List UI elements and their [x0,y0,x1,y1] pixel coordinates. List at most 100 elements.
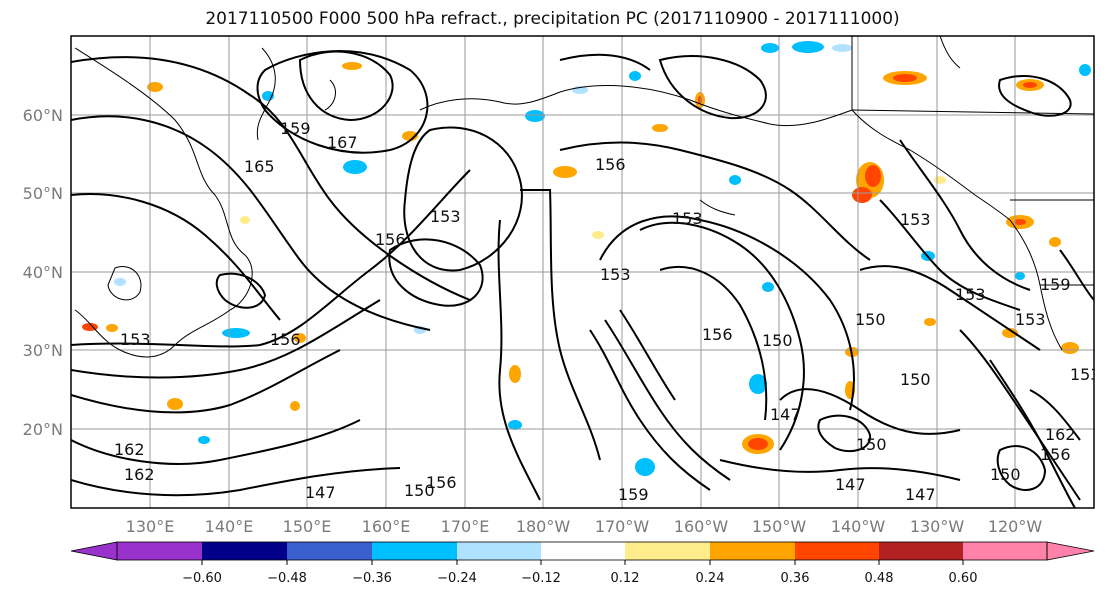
contour-label: 147 [770,405,801,424]
shade-patch [865,165,881,187]
graticule [71,36,1094,508]
contour-line [559,53,651,71]
coastline [74,309,231,358]
colorbar-bin [372,542,457,560]
contour-line [719,459,961,481]
colorbar-bin [963,542,1047,560]
colorbar-bin [457,542,541,560]
lat-label-50n: 50°N [23,184,63,203]
shade-patch [167,398,183,410]
contour-label: 156 [270,330,301,349]
contour-label: 153 [1070,365,1101,384]
lat-label-20n: 20°N [23,420,63,439]
contour-line [604,319,731,481]
coastline [851,109,1011,221]
shade-patch [749,374,767,394]
contour-label: 153 [600,265,631,284]
contour-label: 150 [762,331,793,350]
colorbar-label: 0.36 [781,571,810,586]
contour-label: 150 [404,481,435,500]
shade-patch [82,323,98,331]
shade-patch [342,62,362,70]
shade-patch [729,175,741,185]
contour-line [71,299,381,379]
contour-line [996,445,1047,491]
colorbar-label: 0.24 [696,571,725,586]
lon-label: 140°E [205,517,254,536]
contour-labels: 162 165 167 156 153 159 153 153 156 150 … [114,119,1101,504]
map-frame [70,35,1095,509]
shade-patch [1049,237,1061,247]
shade-patch [294,333,306,343]
coastline [699,199,736,216]
lon-label: 130°W [910,517,965,536]
coastline [559,85,853,127]
contour-line [403,126,523,272]
colorbar-label: −0.12 [521,571,561,586]
colorbar: −0.60 −0.48 −0.36 −0.24 −0.12 0.12 0.24 … [70,541,1095,586]
longitude-labels: 130°E 140°E 150°E 160°E 170°E 180°W 170°… [126,517,1043,536]
contour-line [71,56,471,301]
shade-patch [106,324,118,332]
contour-line [71,467,401,497]
contour-line [959,329,1081,501]
contour-label: 153 [900,210,931,229]
coastline [324,79,336,111]
shade-patch [525,110,545,122]
contour-line [71,349,341,414]
contour-label: 162 [1045,425,1076,444]
contour-line [589,329,711,491]
contour-label: 162 [124,465,155,484]
colorbar-bin [117,542,202,560]
colorbar-label: −0.24 [437,571,477,586]
colorbar-bin [202,542,287,560]
colorbar-bin [795,542,879,560]
lon-label: 170°W [595,517,650,536]
lon-label: 180°W [516,517,571,536]
shade-patch [924,318,936,326]
contour-line [497,219,541,501]
contour-line [559,141,871,261]
shade-patch [893,74,917,82]
latitude-labels: 60°N 50°N 40°N 30°N 20°N [23,106,63,439]
contour-line [520,189,601,461]
shade-patch [592,231,604,239]
shade-patch [852,187,872,203]
shade-patch [198,436,210,444]
contour-line [256,50,429,154]
shade-patch [934,176,946,184]
colorbar-bin [625,542,710,560]
contour-line [658,55,767,120]
contour-label: 165 [244,157,275,176]
colorbar-bin [287,542,372,560]
colorbar-label: −0.36 [352,571,392,586]
shade-patch [832,44,852,52]
contour-line [388,238,484,307]
colorbar-extend-high [1046,541,1095,561]
coastline [419,91,561,111]
lon-label: 140°W [831,517,886,536]
colorbar-bin [541,542,625,560]
map-title: 2017110500 F000 500 hPa refract., precip… [205,9,900,29]
lon-label: 160°W [674,517,729,536]
coastline [256,47,276,141]
lon-label: 170°E [441,517,490,536]
contour-line [659,265,768,421]
shade-patch [222,328,250,338]
contour-line [71,115,431,331]
contour-line [879,199,1021,311]
contour-line [1029,389,1081,441]
contour-label: 147 [305,483,336,502]
colorbar-extend-low [70,541,118,561]
colorbar-bin [710,542,795,560]
shade-patch [1014,219,1026,225]
lon-label: 130°E [126,517,175,536]
border-line [939,36,961,69]
contour-line [71,419,361,465]
contour-label: 153 [955,285,986,304]
contour-line [1059,249,1094,301]
colorbar-label: 0.60 [949,571,978,586]
colorbar-bin [879,542,963,560]
contour-label: 156 [1040,445,1071,464]
